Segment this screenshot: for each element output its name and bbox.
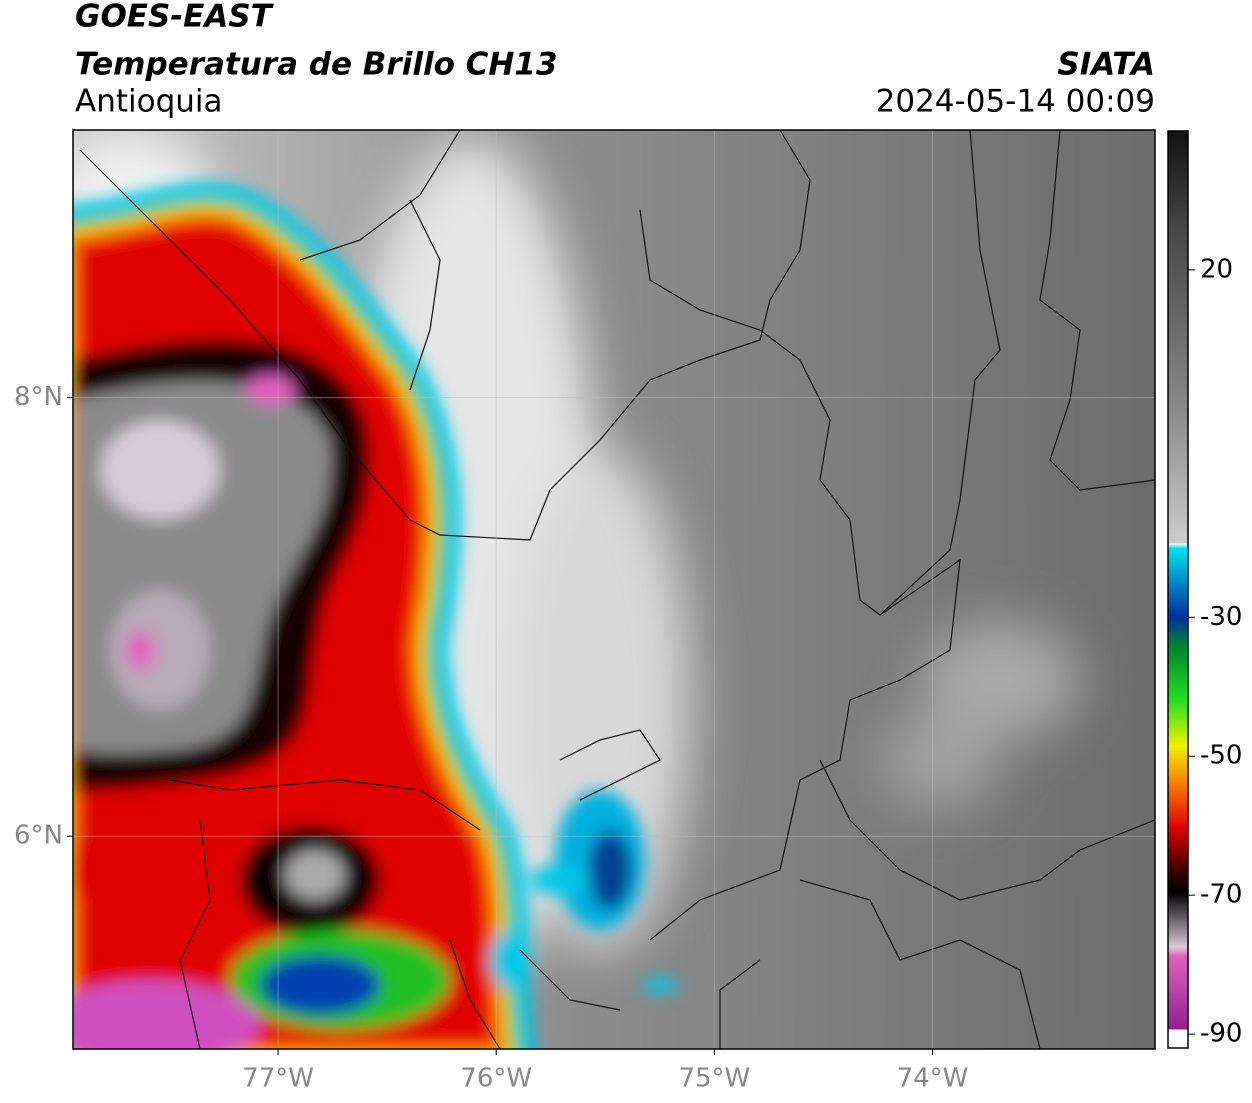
x-tick-label: 77°W (242, 1064, 314, 1094)
colorbar-tick-label: -70 (1200, 880, 1242, 910)
colorbar (1167, 130, 1189, 1049)
title: GOES-EAST (75, 0, 275, 35)
map-frame (72, 129, 1156, 1050)
y-tick-label: 8°N (14, 382, 63, 412)
colorbar-tick-label: -90 (1200, 1019, 1242, 1049)
x-tick-label: 74°W (897, 1064, 969, 1094)
y-tick-label: 6°N (14, 821, 63, 851)
colorbar-tick-label: 20 (1200, 254, 1233, 284)
x-tick-label: 76°W (460, 1064, 532, 1094)
borders (79, 130, 1155, 1049)
timestamp: 2024-05-14 00:09 (876, 84, 1155, 120)
satellite-image (73, 130, 1155, 1049)
colorbar-tick-label: -30 (1200, 602, 1242, 632)
colorbar-tick-label: -50 (1200, 741, 1242, 771)
source: SIATA (1057, 47, 1155, 83)
x-tick-label: 75°W (678, 1064, 750, 1094)
region: Antioquia (75, 84, 223, 120)
subtitle: Temperatura de Brillo CH13 (75, 47, 558, 83)
